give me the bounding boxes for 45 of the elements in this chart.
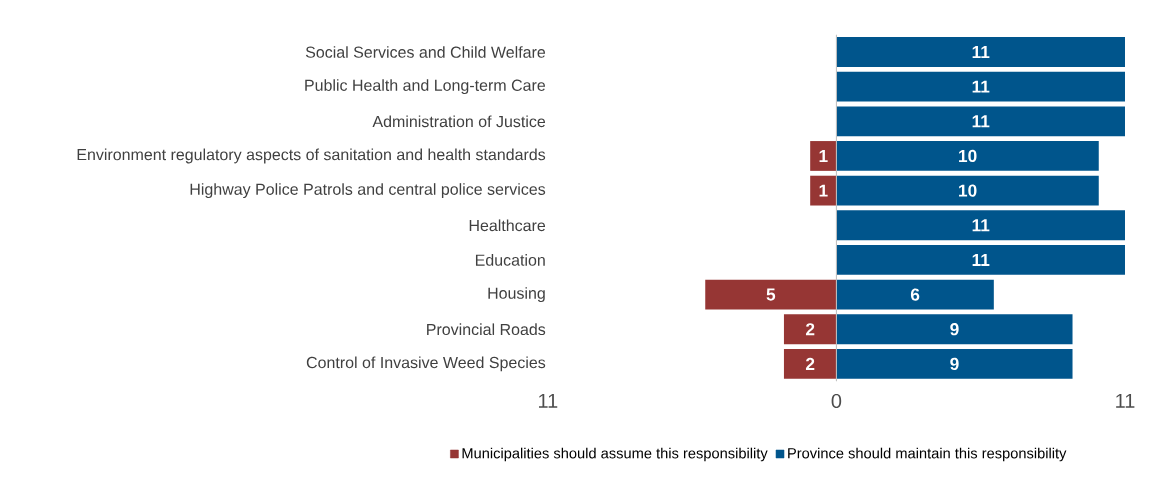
bar: [836, 106, 1125, 137]
data-label: 11: [972, 46, 990, 59]
bar: [836, 71, 1125, 102]
data-label: 1: [819, 184, 828, 197]
y-tick-label: Provincial Roads: [427, 323, 546, 336]
data-label: 11: [972, 254, 990, 267]
data-label: 10: [959, 150, 977, 163]
bar: [836, 175, 1099, 206]
data-label: 5: [766, 288, 776, 301]
bar: [836, 314, 1073, 345]
y-tick-label: Housing: [488, 287, 545, 303]
bar: [783, 314, 837, 345]
bar: [836, 245, 1125, 276]
bar: [705, 279, 837, 310]
bar: [810, 175, 837, 206]
x-tick-label: 11: [538, 394, 558, 408]
data-label: 11: [972, 115, 990, 128]
data-label: 11: [972, 80, 990, 93]
y-tick-label: Social Services and Child Welfare: [305, 46, 546, 59]
data-label: 10: [959, 184, 977, 197]
bar: [836, 279, 994, 310]
data-label: 6: [910, 288, 920, 301]
data-label: 9: [950, 357, 959, 371]
y-tick-label: Environment regulatory aspects of sanitation and health standards: [77, 148, 546, 164]
data-label: 9: [950, 323, 959, 336]
bar: [836, 210, 1125, 241]
data-label: 2: [805, 358, 815, 371]
y-tick-label: Healthcare: [469, 219, 546, 232]
y-tick-label: Control of Invasive Weed Species: [306, 356, 546, 372]
y-tick-label: Administration of Justice: [372, 115, 546, 128]
data-label: 11: [972, 219, 990, 232]
data-label: 2: [805, 323, 815, 336]
x-tick-label: 11: [1116, 394, 1135, 408]
legend-label: Municipalities should assume this responsibility: [462, 447, 768, 462]
bar: [783, 349, 837, 380]
y-tick-label: Public Health and Long-term Care: [305, 79, 546, 95]
y-tick-label: Highway Police Patrols and central police services: [190, 183, 546, 199]
legend-label: Province should maintain this responsibility: [788, 447, 1067, 462]
bar: [810, 141, 837, 172]
data-label: 1: [819, 150, 828, 163]
y-tick-label: Education: [475, 254, 545, 267]
bar: [836, 141, 1099, 172]
x-tick-label: 0: [831, 394, 842, 409]
bar: [836, 37, 1125, 68]
bar: [836, 349, 1073, 380]
